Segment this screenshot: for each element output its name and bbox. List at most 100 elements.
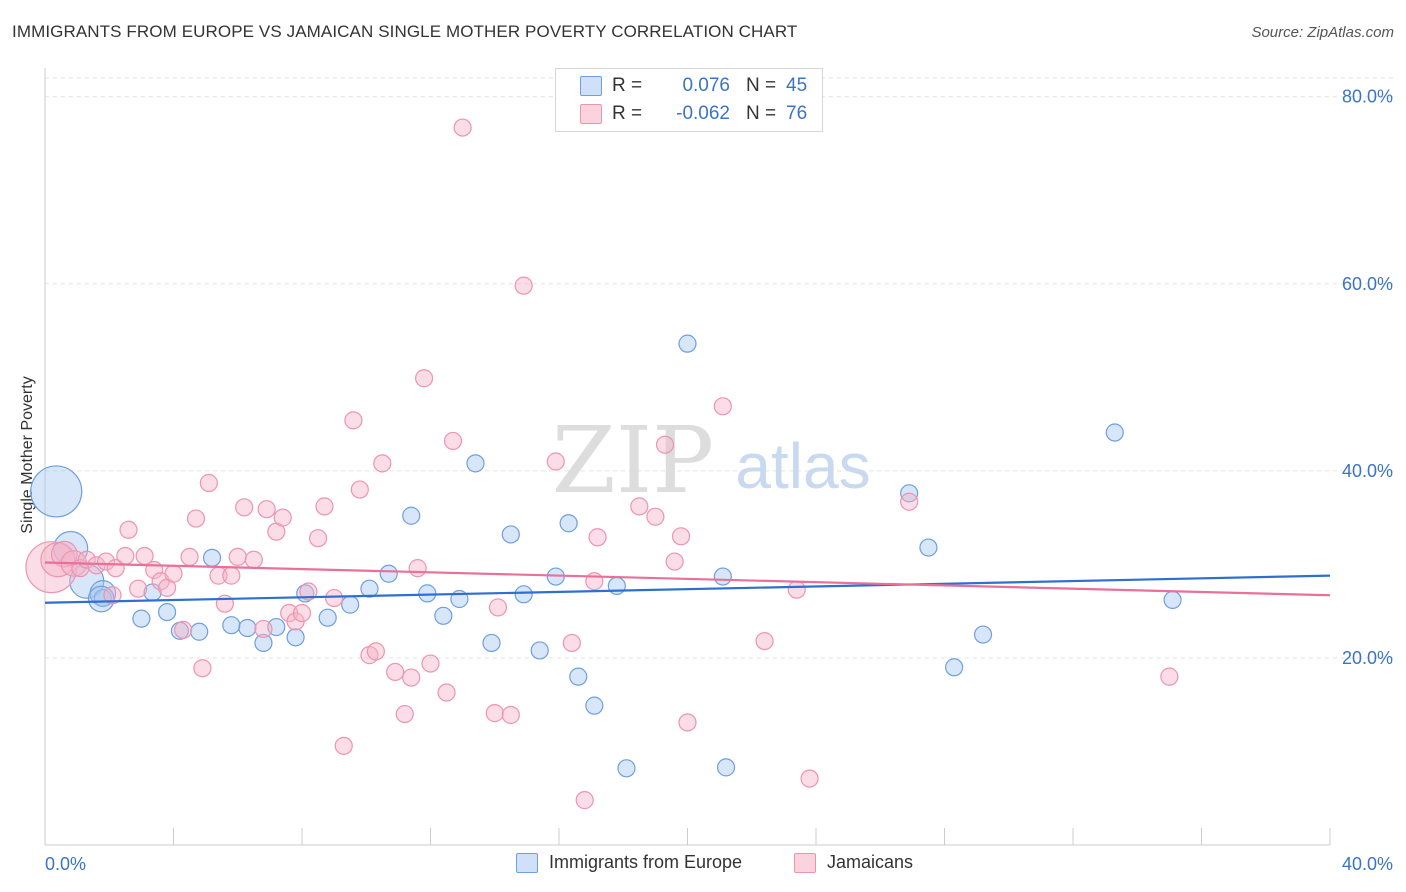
- r-label: R =: [612, 75, 643, 96]
- point-immigrants-from-europe: [678, 334, 697, 353]
- point-jamaicans: [292, 603, 312, 623]
- point-immigrants-from-europe: [713, 567, 732, 586]
- point-jamaicans: [180, 547, 199, 567]
- watermark-zip: ZIP: [552, 407, 714, 514]
- point-jamaicans: [199, 473, 218, 493]
- point-immigrants-from-europe: [379, 564, 398, 583]
- point-jamaicans: [900, 492, 919, 511]
- point-jamaicans: [315, 497, 334, 516]
- point-jamaicans: [562, 633, 581, 653]
- point-jamaicans: [186, 509, 206, 528]
- point-jamaicans: [485, 704, 504, 723]
- n-label: N =: [746, 103, 777, 124]
- series-legend: Immigrants from Europe Jamaicans: [0, 852, 1406, 878]
- r-label: R =: [612, 103, 643, 124]
- watermark-atlas: atlas: [735, 430, 870, 502]
- legend-swatch-europe: [516, 852, 538, 873]
- tick-labels: 20.0% 40.0% 60.0% 80.0% 0.0% 40.0%: [45, 87, 1393, 874]
- point-immigrants-from-europe: [617, 759, 636, 778]
- trend-lines: [44, 561, 1331, 604]
- point-immigrants-from-europe: [434, 606, 453, 625]
- x-tick-label: 0.0%: [45, 854, 86, 874]
- point-jamaicans: [103, 586, 122, 605]
- point-jamaicans: [164, 564, 183, 583]
- point-jamaicans: [344, 411, 363, 430]
- r-value: -0.062: [676, 103, 730, 124]
- point-jamaicans: [646, 507, 665, 526]
- point-jamaicans: [174, 620, 193, 639]
- point-immigrants-from-europe: [418, 584, 437, 603]
- legend-swatch-jamaicans: [580, 104, 602, 124]
- point-immigrants-from-europe: [973, 625, 993, 644]
- watermark: ZIP atlas: [552, 407, 871, 514]
- point-jamaicans: [437, 683, 456, 702]
- legend-item-jamaicans[interactable]: Jamaicans: [794, 852, 913, 873]
- point-jamaicans: [402, 668, 421, 687]
- point-immigrants-from-europe: [360, 579, 379, 598]
- point-jamaicans: [254, 619, 273, 639]
- source-label: Source: ZipAtlas.com: [1251, 24, 1394, 41]
- point-jamaicans: [575, 791, 594, 810]
- point-jamaicans: [630, 497, 649, 516]
- points-layer: [25, 118, 1182, 810]
- x-tick-label: 40.0%: [1342, 854, 1393, 874]
- point-jamaicans: [678, 713, 697, 732]
- point-immigrants-from-europe: [254, 633, 273, 653]
- point-jamaicans: [222, 566, 241, 585]
- point-immigrants-from-europe: [559, 514, 578, 533]
- point-jamaicans: [665, 552, 684, 571]
- axes: [44, 68, 1331, 846]
- point-jamaicans: [514, 276, 533, 295]
- point-jamaicans: [395, 704, 414, 724]
- point-immigrants-from-europe: [222, 616, 241, 635]
- point-immigrants-from-europe: [482, 633, 501, 653]
- trend-line-europe: [44, 574, 1331, 604]
- point-immigrants-from-europe: [341, 595, 360, 614]
- point-jamaicans: [273, 508, 292, 527]
- point-immigrants-from-europe: [190, 622, 209, 641]
- point-jamaicans: [546, 452, 565, 471]
- point-immigrants-from-europe: [87, 585, 115, 613]
- point-immigrants-from-europe: [157, 602, 177, 622]
- point-immigrants-from-europe: [716, 758, 736, 777]
- point-jamaicans: [129, 579, 148, 598]
- point-immigrants-from-europe: [238, 618, 257, 638]
- point-immigrants-from-europe: [402, 506, 421, 525]
- point-jamaicans: [800, 769, 819, 788]
- point-immigrants-from-europe: [202, 548, 222, 567]
- y-tick-label: 20.0%: [1342, 648, 1393, 668]
- r-value: 0.076: [682, 75, 730, 96]
- point-immigrants-from-europe: [919, 538, 938, 557]
- point-jamaicans: [453, 118, 472, 137]
- point-immigrants-from-europe: [514, 585, 533, 604]
- point-jamaicans: [87, 556, 106, 575]
- n-value: 45: [786, 75, 808, 96]
- legend-item-europe[interactable]: Immigrants from Europe: [516, 852, 742, 873]
- point-immigrants-from-europe: [318, 608, 337, 627]
- point-immigrants-from-europe: [466, 454, 485, 473]
- y-tick-label: 40.0%: [1342, 461, 1393, 481]
- point-jamaicans: [235, 498, 254, 517]
- point-jamaicans: [350, 480, 369, 499]
- point-immigrants-from-europe: [501, 525, 520, 544]
- point-jamaicans: [366, 642, 385, 661]
- point-jamaicans: [50, 540, 78, 568]
- stats-row-europe: R = 0.076 N = 45: [580, 73, 807, 99]
- point-jamaicans: [488, 598, 508, 617]
- point-jamaicans: [116, 546, 135, 566]
- point-jamaicans: [119, 520, 138, 539]
- point-jamaicans: [1160, 667, 1179, 686]
- point-jamaicans: [244, 550, 263, 569]
- y-tick-label: 60.0%: [1342, 274, 1393, 294]
- trend-line-jamaicans: [44, 561, 1331, 597]
- point-jamaicans: [325, 588, 344, 608]
- point-jamaicans: [755, 631, 774, 651]
- point-jamaicans: [96, 552, 116, 571]
- n-value: 76: [786, 103, 808, 124]
- point-immigrants-from-europe: [30, 465, 83, 518]
- point-immigrants-from-europe: [530, 641, 549, 660]
- point-immigrants-from-europe: [1105, 423, 1124, 442]
- point-immigrants-from-europe: [132, 609, 151, 628]
- point-jamaicans: [787, 580, 806, 599]
- point-jamaicans: [414, 369, 434, 388]
